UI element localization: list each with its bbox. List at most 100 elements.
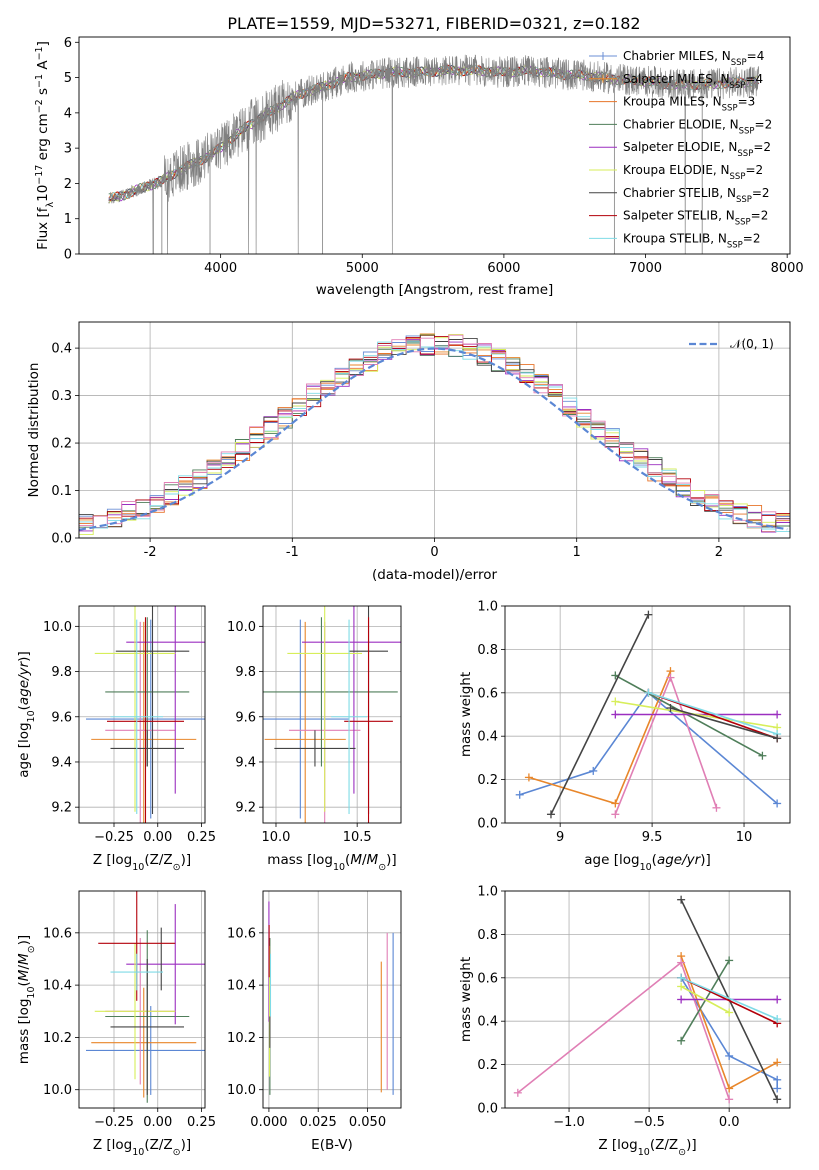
y-tick-label: 1.0 (477, 600, 498, 615)
x-tick-label: 5000 (346, 261, 379, 276)
ticks: 10.0 10.5 9.2 9.4 9.6 9.8 10.0 (227, 620, 372, 845)
x-tick-label: -1 (286, 545, 299, 560)
x-tick-label: 1 (573, 545, 581, 560)
y-tick-label: 0.8 (477, 643, 498, 658)
weight-marker (611, 697, 620, 706)
x-tick-label: -2 (144, 545, 157, 560)
y-tick-label: 0.6 (477, 971, 498, 986)
x-axis-label: E(B-V) (311, 1137, 353, 1153)
weight-marker (513, 1088, 522, 1097)
y-tick-label: 0.8 (477, 928, 498, 943)
weight-marker (773, 1075, 782, 1084)
weight-marker (515, 790, 524, 799)
y-axis-label: mass weight (458, 957, 474, 1042)
weight-series (677, 982, 734, 1017)
y-tick-label: 0.0 (51, 532, 72, 547)
y-tick-label: 0.3 (51, 389, 72, 404)
y-tick-label: 10.2 (43, 1031, 72, 1046)
legend-entry: 𝒩(0, 1) (730, 337, 774, 351)
weight-series (677, 956, 734, 1045)
weight-marker (725, 1051, 734, 1060)
plot-area (515, 610, 782, 819)
x-tick-label: 0.0 (719, 1115, 740, 1130)
errorbar-point (107, 617, 184, 823)
legend-entry: Chabrier MILES, NSSP=4 (623, 49, 764, 68)
y-tick-label: 0.0 (477, 817, 498, 832)
y-tick-label: 1.0 (477, 885, 498, 900)
x-tick-label: −0.25 (94, 830, 134, 845)
errorbar-point (115, 606, 190, 814)
x-tick-label: 9 (556, 830, 564, 845)
y-tick-label: 9.4 (235, 755, 256, 770)
x-tick-label: 0.25 (187, 1115, 216, 1130)
legend-entry: Salpeter MILES, NSSP=4 (623, 72, 763, 91)
weight-marker (773, 1095, 782, 1104)
errorbar-point (331, 619, 367, 814)
errorbar-point (344, 617, 393, 823)
weight-line (680, 959, 730, 1042)
errorbar-point (126, 904, 205, 1025)
errorbar-point (91, 621, 197, 823)
y-tick-label: 0.6 (477, 686, 498, 701)
weight-marker (677, 982, 686, 991)
errorbar-point (274, 730, 356, 767)
weight-line (614, 674, 763, 757)
ticks: 4000 5000 6000 7000 8000 0 1 2 3 4 5 6 (64, 36, 804, 276)
y-tick-label: 1 (64, 212, 72, 227)
weight-series (513, 958, 734, 1104)
x-tick-label: 2 (715, 545, 723, 560)
legend-entry: Kroupa ELODIE, NSSP=2 (623, 163, 763, 182)
weight-marker (773, 799, 782, 808)
plot-area (86, 891, 205, 1103)
y-tick-label: 10.0 (227, 620, 256, 635)
x-tick-label: 4000 (204, 261, 237, 276)
errorbar-point (86, 1006, 205, 1095)
weight-line (680, 985, 730, 1014)
weight-line (680, 977, 778, 1020)
y-tick-label: 0.4 (477, 730, 498, 745)
weight-marker (677, 973, 686, 982)
weight-series (546, 610, 653, 819)
axis-label: mass [log10(M/M⊙)] (16, 935, 37, 1064)
axis-label: Z [log10(Z/Z⊙)] (93, 852, 191, 873)
y-tick-label: 0.2 (51, 437, 72, 452)
weight-line (648, 692, 778, 735)
errorbar-point (86, 619, 205, 819)
axis-label: Z [log10(Z/Z⊙)] (93, 1137, 191, 1158)
y-tick-label: 10.0 (227, 1083, 256, 1098)
axes-frame (262, 890, 402, 1109)
weight-series (666, 703, 782, 743)
y-axis-label: mass weight (458, 672, 474, 757)
errorbar-point (110, 953, 163, 991)
legend-entry: Salpeter STELIB, NSSP=2 (623, 209, 768, 228)
axes-frame (504, 605, 791, 824)
legend-entry: Salpeter ELODIE, NSSP=2 (623, 140, 771, 159)
panel-residuals: -2 -1 0 1 2 0.0 0.1 0.2 0.3 0.4 (data-model)/error… (26, 321, 791, 583)
y-tick-label: 0.1 (51, 484, 72, 499)
weight-marker (524, 773, 533, 782)
weight-marker (725, 956, 734, 965)
panel-mass_age: 10.0 10.5 9.2 9.4 9.6 9.8 10.0 mass [log10(M/M⊙… (227, 605, 402, 873)
legend-entry: Kroupa STELIB, NSSP=2 (623, 231, 761, 250)
residual-legend: 𝒩(0, 1) (689, 337, 774, 351)
weight-marker (677, 958, 686, 967)
x-tick-label: 0.050 (349, 1115, 386, 1130)
y-tick-label: 6 (64, 36, 72, 51)
x-tick-label: 7000 (629, 261, 662, 276)
axis-label: age [log10(age/yr)] (16, 651, 37, 777)
y-tick-label: 10.0 (43, 620, 72, 635)
panel-z_mass: −0.25 0.00 0.25 10.0 10.2 10.4 10.6 Z [log10(Z/… (16, 890, 216, 1158)
x-tick-label: 6000 (487, 261, 520, 276)
legend-entry: Kroupa MILES, NSSP=3 (623, 95, 755, 114)
axes-frame (504, 890, 791, 1109)
plot-area (513, 895, 782, 1104)
weight-series (644, 688, 782, 739)
y-tick-label: 9.6 (235, 710, 256, 725)
figure-title: PLATE=1559, MJD=53271, FIBERID=0321, z=0… (227, 14, 640, 33)
x-tick-label: 0.00 (143, 1115, 172, 1130)
weight-marker (773, 995, 782, 1004)
x-tick-label: 0.025 (300, 1115, 337, 1130)
errorbar-point (91, 987, 197, 1098)
weight-marker (546, 810, 555, 819)
y-tick-label: 9.6 (51, 710, 72, 725)
